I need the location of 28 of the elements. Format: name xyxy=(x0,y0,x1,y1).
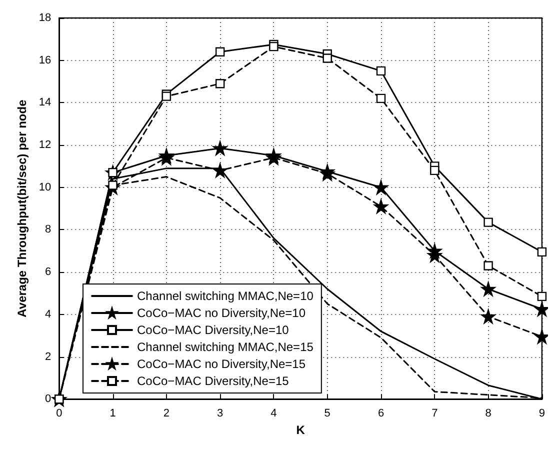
legend-label: CoCo−MAC no Diversity,Ne=10 xyxy=(137,306,306,320)
legend-label: CoCo−MAC Diversity,Ne=10 xyxy=(137,323,290,337)
y-tick-label: 12 xyxy=(38,139,52,152)
legend-label: CoCo−MAC Diversity,Ne=15 xyxy=(137,374,290,388)
x-tick-label: 4 xyxy=(270,408,277,420)
x-tick-label: 6 xyxy=(378,408,384,420)
x-tick-label: 9 xyxy=(538,408,546,420)
x-tick-label: 2 xyxy=(163,408,170,420)
y-tick-label: 0 xyxy=(45,393,52,406)
y-tick-label: 14 xyxy=(38,96,52,109)
legend-label: Channel switching MMAC,Ne=15 xyxy=(137,340,314,354)
x-tick-label: 0 xyxy=(56,408,62,420)
legend-label: CoCo−MAC no Diversity,Ne=15 xyxy=(137,357,306,371)
y-tick-label: 8 xyxy=(45,224,52,236)
legend-label: Channel switching MMAC,Ne=10 xyxy=(137,289,314,303)
y-tick-label: 16 xyxy=(38,54,52,66)
y-tick-label: 2 xyxy=(45,350,52,363)
y-tick-label: 6 xyxy=(45,266,52,278)
x-tick-label: 5 xyxy=(324,408,330,420)
x-tick-label: 1 xyxy=(110,408,116,420)
x-tick-label: 7 xyxy=(432,408,438,420)
y-tick-label: 10 xyxy=(38,181,52,194)
y-tick-label: 4 xyxy=(45,308,52,320)
y-axis-title: Average Throughput(bit/sec) per node xyxy=(15,99,29,318)
x-tick-label: 3 xyxy=(217,408,224,420)
x-axis-title: K xyxy=(296,423,306,437)
x-tick-label: 8 xyxy=(485,408,492,420)
y-tick-label: 18 xyxy=(38,12,52,24)
